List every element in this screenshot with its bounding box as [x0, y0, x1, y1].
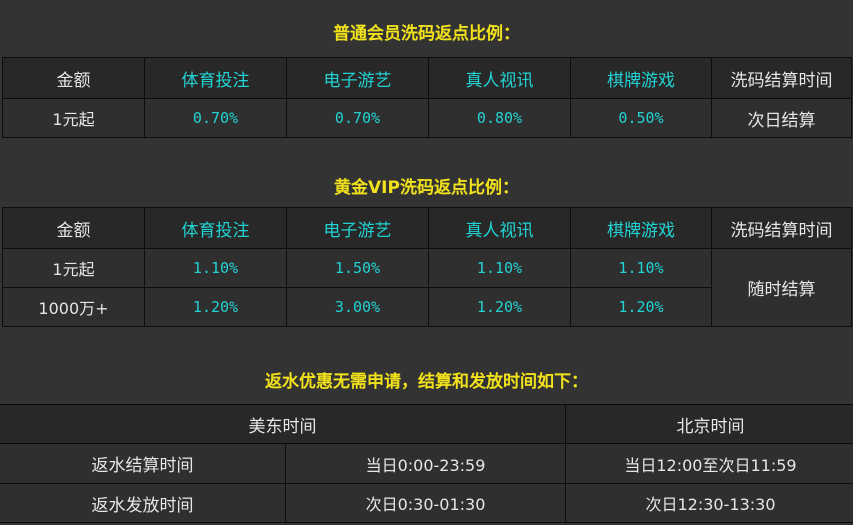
header-electronic: 电子游艺 [286, 207, 429, 249]
row-label: 返水发放时间 [0, 483, 286, 523]
header-chess: 棋牌游戏 [570, 207, 712, 249]
beijing-time-cell: 当日12:00至次日11:59 [565, 443, 853, 484]
amount-cell: 1元起 [2, 98, 145, 138]
rate-cell: 1.10% [570, 248, 712, 288]
header-beijing-time: 北京时间 [565, 404, 853, 444]
header-live: 真人视讯 [428, 207, 571, 249]
settlement-cell: 次日结算 [711, 98, 852, 138]
header-sports: 体育投注 [144, 57, 287, 99]
section1-title: 普通会员洗码返点比例： [333, 24, 520, 44]
rate-cell: 1.10% [144, 248, 287, 288]
header-settlement-time: 洗码结算时间 [711, 207, 852, 249]
settlement-cell: 随时结算 [711, 248, 852, 327]
rate-cell: 0.50% [570, 98, 712, 138]
amount-cell: 1000万+ [2, 287, 145, 327]
section2-title: 黄金VIP洗码返点比例： [334, 178, 519, 198]
rate-cell: 3.00% [286, 287, 429, 327]
rate-cell: 0.70% [144, 98, 287, 138]
eastern-time-cell: 当日0:00-23:59 [285, 443, 566, 484]
table-row: 返水结算时间 当日0:00-23:59 当日12:00至次日11:59 [0, 443, 853, 484]
rebate-schedule-table: 美东时间 北京时间 返水结算时间 当日0:00-23:59 当日12:00至次日… [0, 404, 853, 523]
table-header-row: 金额 体育投注 电子游艺 真人视讯 棋牌游戏 洗码结算时间 [2, 207, 852, 249]
table-header-row: 美东时间 北京时间 [0, 404, 853, 444]
header-sports: 体育投注 [144, 207, 287, 249]
gold-vip-rebate-table: 金额 体育投注 电子游艺 真人视讯 棋牌游戏 洗码结算时间 1元起 1.10% … [2, 207, 852, 327]
table-row: 返水发放时间 次日0:30-01:30 次日12:30-13:30 [0, 483, 853, 523]
rate-cell: 1.20% [428, 287, 571, 327]
table-row: 1000万+ 1.20% 3.00% 1.20% 1.20% [2, 287, 852, 327]
header-amount: 金额 [2, 207, 145, 249]
rate-cell: 1.20% [570, 287, 712, 327]
row-label: 返水结算时间 [0, 443, 286, 484]
header-electronic: 电子游艺 [286, 57, 429, 99]
header-settlement-time: 洗码结算时间 [711, 57, 852, 99]
amount-cell: 1元起 [2, 248, 145, 288]
table-header-row: 金额 体育投注 电子游艺 真人视讯 棋牌游戏 洗码结算时间 [2, 57, 852, 99]
header-live: 真人视讯 [428, 57, 571, 99]
eastern-time-cell: 次日0:30-01:30 [285, 483, 566, 523]
table-row: 1元起 1.10% 1.50% 1.10% 1.10% 随时结算 [2, 248, 852, 327]
rate-cell: 1.10% [428, 248, 571, 288]
rate-cell: 1.20% [144, 287, 287, 327]
regular-member-rebate-table: 金额 体育投注 电子游艺 真人视讯 棋牌游戏 洗码结算时间 1元起 0.70% … [2, 57, 852, 138]
rate-cell: 0.70% [286, 98, 429, 138]
rate-cell: 0.80% [428, 98, 571, 138]
table-row: 1元起 0.70% 0.70% 0.80% 0.50% 次日结算 [2, 98, 852, 138]
beijing-time-cell: 次日12:30-13:30 [565, 483, 853, 523]
section3-title: 返水优惠无需申请，结算和发放时间如下： [265, 372, 588, 392]
header-chess: 棋牌游戏 [570, 57, 712, 99]
header-us-eastern-time: 美东时间 [0, 404, 566, 444]
header-amount: 金额 [2, 57, 145, 99]
rate-cell: 1.50% [286, 248, 429, 288]
